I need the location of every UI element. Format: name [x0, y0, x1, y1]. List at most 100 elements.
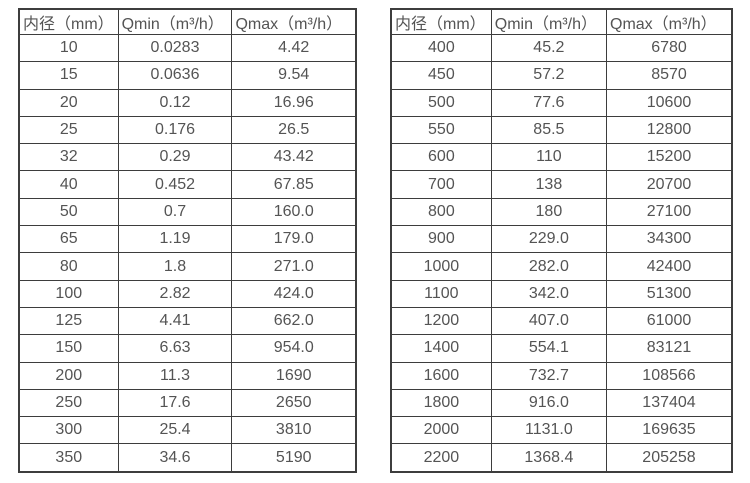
cell: 160.0 [231, 197, 357, 227]
cell: 0.176 [117, 115, 233, 145]
cell: 0.12 [117, 88, 233, 117]
cell: 407.0 [490, 306, 608, 336]
table-row: 450 57.2 8570 [390, 61, 733, 90]
cell: 169635 [606, 416, 733, 445]
table-row: 100 2.82 424.0 [18, 279, 357, 308]
cell: 110 [490, 143, 608, 172]
cell: 1131.0 [490, 416, 608, 445]
cell: 15 [18, 61, 119, 90]
cell: 250 [18, 388, 119, 418]
cell: 0.7 [117, 197, 233, 227]
cell: 2000 [390, 416, 492, 445]
column-header: Qmax（m³/h） [606, 8, 733, 35]
table-row: 300 25.4 3810 [18, 416, 357, 445]
cell: 50 [18, 197, 119, 227]
cell: 125 [18, 306, 119, 336]
cell: 42400 [606, 252, 733, 281]
header-row: 内径（mm） Qmin（m³/h） Qmax（m³/h） [390, 8, 733, 35]
cell: 3810 [231, 416, 357, 445]
column-header: Qmin（m³/h） [490, 8, 608, 35]
table-row: 800 180 27100 [390, 197, 733, 227]
cell: 954.0 [231, 334, 357, 363]
table-row: 80 1.8 271.0 [18, 252, 357, 281]
cell: 700 [390, 170, 492, 199]
cell: 900 [390, 225, 492, 254]
cell: 229.0 [490, 225, 608, 254]
cell: 342.0 [490, 279, 608, 308]
cell: 8570 [606, 61, 733, 90]
table-row: 20 0.12 16.96 [18, 88, 357, 117]
cell: 1368.4 [490, 443, 608, 473]
cell: 1800 [390, 388, 492, 418]
cell: 0.0283 [117, 33, 233, 63]
table-row: 600 110 15200 [390, 143, 733, 172]
cell: 179.0 [231, 225, 357, 254]
cell: 554.1 [490, 334, 608, 363]
cell: 271.0 [231, 252, 357, 281]
table-row: 1600 732.7 108566 [390, 361, 733, 390]
cell: 100 [18, 279, 119, 308]
cell: 67.85 [231, 170, 357, 199]
cell: 1400 [390, 334, 492, 363]
cell: 450 [390, 61, 492, 90]
cell: 550 [390, 115, 492, 145]
cell: 108566 [606, 361, 733, 390]
table-row: 65 1.19 179.0 [18, 225, 357, 254]
table-row: 50 0.7 160.0 [18, 197, 357, 227]
cell: 12800 [606, 115, 733, 145]
table-row: 150 6.63 954.0 [18, 334, 357, 363]
cell: 16.96 [231, 88, 357, 117]
cell: 400 [390, 33, 492, 63]
cell: 662.0 [231, 306, 357, 336]
cell: 1100 [390, 279, 492, 308]
cell: 150 [18, 334, 119, 363]
cell: 0.0636 [117, 61, 233, 90]
cell: 300 [18, 416, 119, 445]
table-row: 2200 1368.4 205258 [390, 443, 733, 473]
cell: 6780 [606, 33, 733, 63]
flow-table-small-diameters: 内径（mm） Qmin（m³/h） Qmax（m³/h） 10 0.0283 4.42 15… [18, 8, 357, 473]
cell: 800 [390, 197, 492, 227]
table-row: 1400 554.1 83121 [390, 334, 733, 363]
column-header: Qmin（m³/h） [117, 8, 233, 35]
cell: 916.0 [490, 388, 608, 418]
cell: 40 [18, 170, 119, 199]
table-row: 15 0.0636 9.54 [18, 61, 357, 90]
table-row: 900 229.0 34300 [390, 225, 733, 254]
table-row: 1000 282.0 42400 [390, 252, 733, 281]
cell: 1690 [231, 361, 357, 390]
table-row: 1200 407.0 61000 [390, 306, 733, 336]
table-row: 550 85.5 12800 [390, 115, 733, 145]
cell: 26.5 [231, 115, 357, 145]
cell: 27100 [606, 197, 733, 227]
cell: 15200 [606, 143, 733, 172]
table-row: 1800 916.0 137404 [390, 388, 733, 418]
cell: 11.3 [117, 361, 233, 390]
cell: 20 [18, 88, 119, 117]
cell: 205258 [606, 443, 733, 473]
flow-table-large-diameters: 内径（mm） Qmin（m³/h） Qmax（m³/h） 400 45.2 6780 450… [390, 8, 733, 473]
cell: 1.8 [117, 252, 233, 281]
cell: 1000 [390, 252, 492, 281]
cell: 350 [18, 443, 119, 473]
cell: 732.7 [490, 361, 608, 390]
cell: 0.29 [117, 143, 233, 172]
cell: 6.63 [117, 334, 233, 363]
cell: 200 [18, 361, 119, 390]
cell: 32 [18, 143, 119, 172]
cell: 83121 [606, 334, 733, 363]
table-row: 400 45.2 6780 [390, 33, 733, 63]
cell: 61000 [606, 306, 733, 336]
table-row: 32 0.29 43.42 [18, 143, 357, 172]
cell: 34300 [606, 225, 733, 254]
cell: 20700 [606, 170, 733, 199]
table-row: 125 4.41 662.0 [18, 306, 357, 336]
table-row: 10 0.0283 4.42 [18, 33, 357, 63]
cell: 34.6 [117, 443, 233, 473]
table-row: 40 0.452 67.85 [18, 170, 357, 199]
table-row: 350 34.6 5190 [18, 443, 357, 473]
cell: 2650 [231, 388, 357, 418]
cell: 424.0 [231, 279, 357, 308]
cell: 43.42 [231, 143, 357, 172]
